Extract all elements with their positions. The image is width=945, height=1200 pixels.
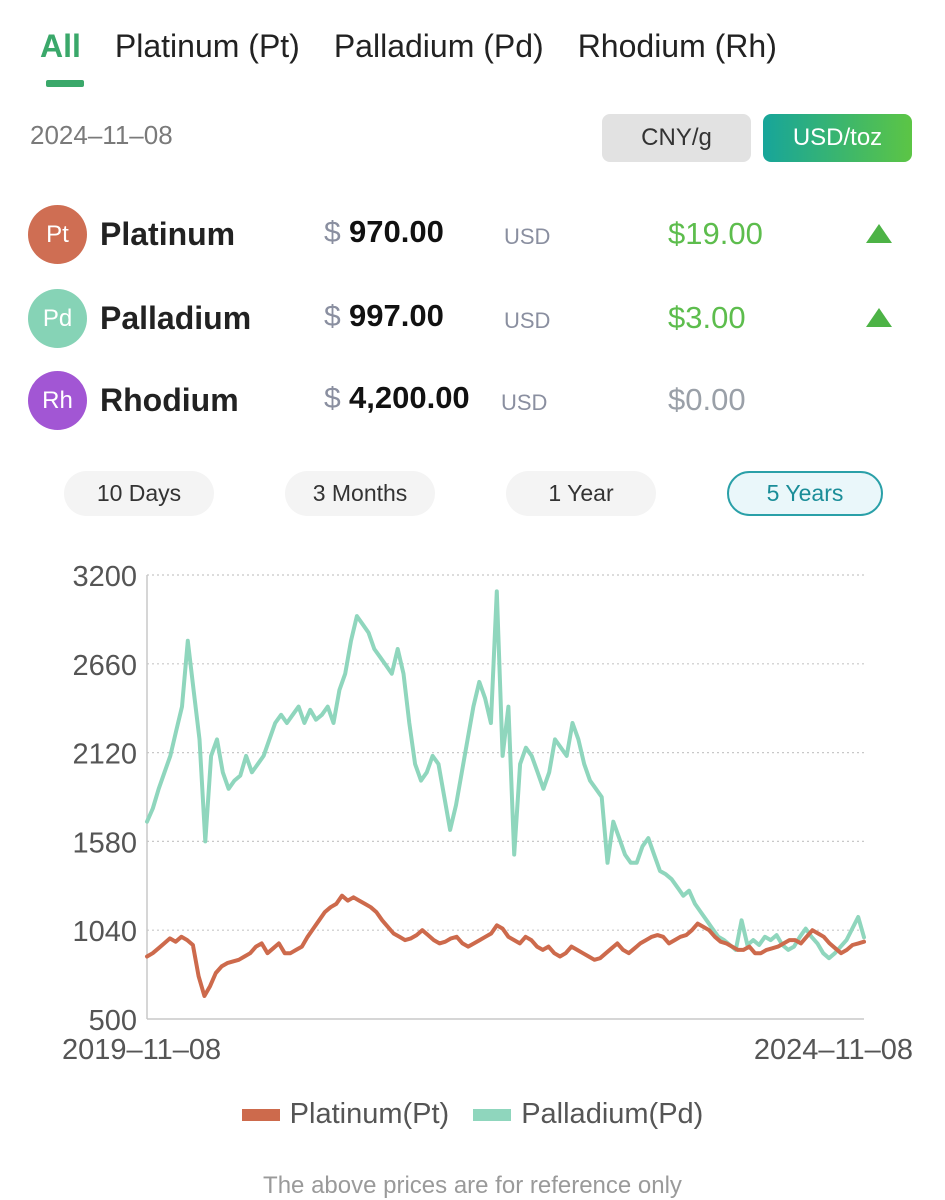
x-tick-label-end: 2024–11–08	[754, 1034, 913, 1066]
legend-swatch-platinum	[241, 1108, 280, 1121]
y-tick-label: 3200	[72, 561, 137, 593]
palladium-price: 997.00	[349, 298, 444, 333]
palladium-currency-symbol: $	[324, 300, 341, 333]
chart-grid	[147, 574, 864, 931]
tab-platinum[interactable]: Platinum (Pt)	[115, 28, 300, 65]
y-tick-label: 2120	[72, 739, 137, 771]
palladium-badge: Pd	[28, 289, 87, 348]
price-history-chart: 500 1040 1580 2120 2660 3200 2019–11–08 2024–11…	[62, 561, 913, 1066]
unit-usd-button[interactable]: USD/toz	[763, 114, 912, 162]
rhodium-name: Rhodium	[100, 382, 239, 418]
palladium-name: Palladium	[100, 300, 252, 336]
unit-cny-button[interactable]: CNY/g	[602, 114, 751, 162]
platinum-badge: Pt	[28, 205, 87, 264]
chart-legend: Platinum(Pt) Palladium(Pd)	[0, 1098, 945, 1131]
tab-rhodium[interactable]: Rhodium (Rh)	[578, 28, 777, 65]
legend-label-palladium: Palladium(Pd)	[521, 1098, 704, 1130]
y-tick-label: 2660	[72, 650, 137, 682]
price-row-platinum[interactable]: Pt Platinum $ 970.00 USD $19.00	[28, 202, 918, 266]
price-date: 2024–11–08	[30, 120, 173, 150]
rhodium-change: $0.00	[668, 382, 746, 417]
palladium-currency: USD	[504, 308, 551, 333]
rhodium-currency: USD	[501, 390, 548, 415]
legend-item-platinum[interactable]: Platinum(Pt)	[241, 1098, 450, 1131]
y-tick-label: 1580	[72, 827, 137, 859]
rhodium-currency-symbol: $	[324, 382, 341, 415]
price-row-rhodium[interactable]: Rh Rhodium $ 4,200.00 USD $0.00	[28, 368, 918, 432]
disclaimer-text: The above prices are for reference only	[263, 1172, 682, 1199]
platinum-price: 970.00	[349, 214, 444, 249]
range-1-year-button[interactable]: 1 Year	[506, 471, 656, 516]
rhodium-badge: Rh	[28, 371, 87, 430]
platinum-currency: USD	[504, 224, 551, 249]
chart-axes: 500 1040 1580 2120 2660 3200 2019–11–08 2024–11…	[62, 561, 913, 1066]
platinum-change: $19.00	[668, 216, 763, 251]
tab-all-label: All	[40, 28, 81, 64]
platinum-currency-symbol: $	[324, 216, 341, 249]
y-tick-label: 1040	[72, 916, 137, 948]
legend-swatch-palladium	[473, 1108, 512, 1121]
palladium-change: $3.00	[668, 300, 746, 335]
x-tick-label-start: 2019–11–08	[62, 1034, 221, 1066]
platinum-series-line	[145, 893, 866, 998]
range-10-days-button[interactable]: 10 Days	[64, 471, 214, 516]
palladium-series-line	[145, 589, 866, 961]
range-3-months-button[interactable]: 3 Months	[285, 471, 435, 516]
price-row-palladium[interactable]: Pd Palladium $ 997.00 USD $3.00	[28, 286, 918, 350]
platinum-up-arrow-icon	[866, 224, 892, 243]
tab-all[interactable]: All	[40, 28, 84, 87]
tab-rhodium-label: Rhodium (Rh)	[577, 28, 777, 64]
legend-item-palladium[interactable]: Palladium(Pd)	[473, 1098, 703, 1131]
legend-label-platinum: Platinum(Pt)	[289, 1098, 450, 1130]
active-tab-indicator	[46, 80, 84, 87]
tab-platinum-label: Platinum (Pt)	[114, 28, 300, 64]
tab-palladium[interactable]: Palladium (Pd)	[334, 28, 544, 65]
metal-tab-bar: All Platinum (Pt) Palladium (Pd) Rhodium…	[40, 28, 811, 87]
y-tick-label: 500	[89, 1005, 137, 1037]
palladium-up-arrow-icon	[866, 308, 892, 327]
range-5-years-button[interactable]: 5 Years	[727, 471, 883, 516]
platinum-name: Platinum	[100, 216, 236, 252]
tab-palladium-label: Palladium (Pd)	[333, 28, 544, 64]
rhodium-price: 4,200.00	[349, 380, 470, 415]
chart-series	[145, 589, 866, 998]
